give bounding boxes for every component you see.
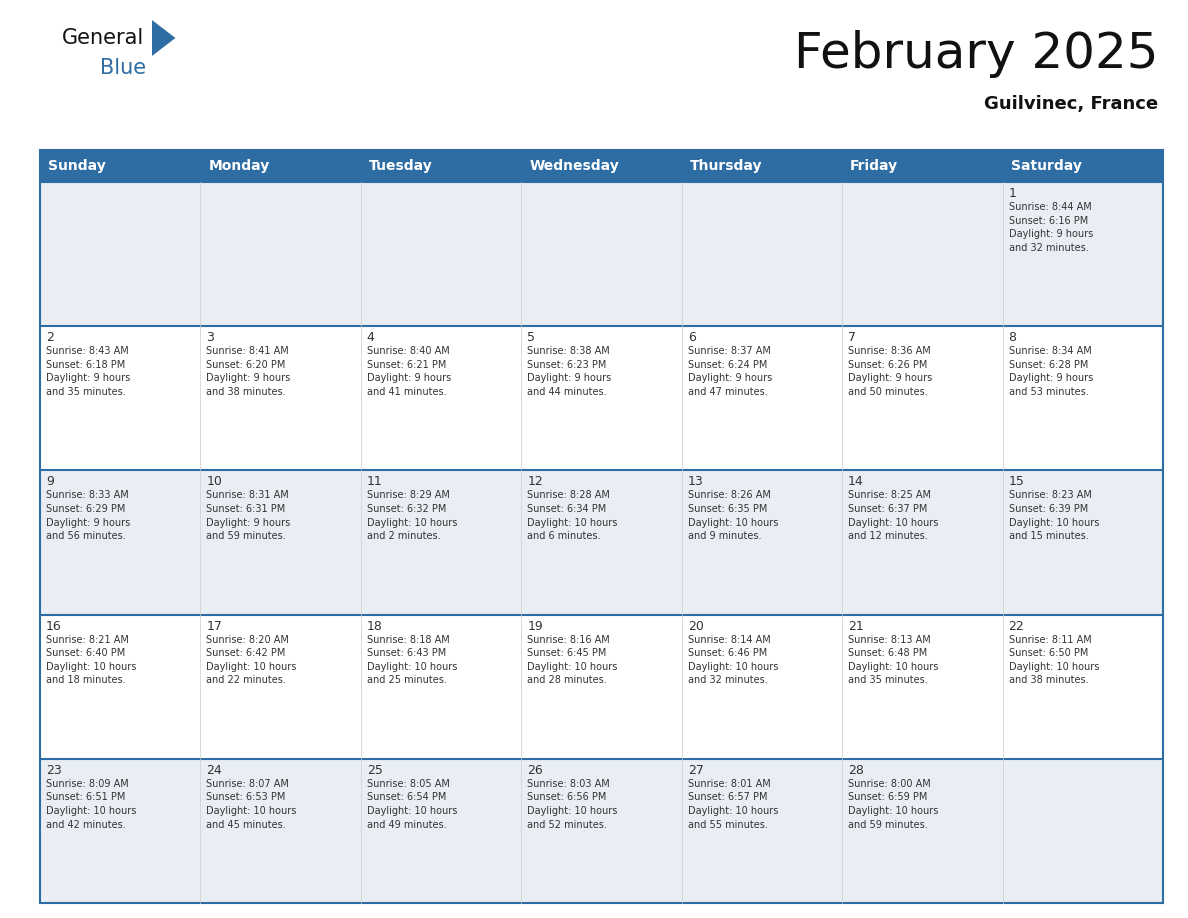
Text: 12: 12 — [527, 476, 543, 488]
Text: Sunrise: 8:29 AM
Sunset: 6:32 PM
Daylight: 10 hours
and 2 minutes.: Sunrise: 8:29 AM Sunset: 6:32 PM Dayligh… — [367, 490, 457, 542]
Text: 11: 11 — [367, 476, 383, 488]
Bar — [40, 150, 1163, 182]
Text: Sunrise: 8:01 AM
Sunset: 6:57 PM
Daylight: 10 hours
and 55 minutes.: Sunrise: 8:01 AM Sunset: 6:57 PM Dayligh… — [688, 778, 778, 830]
Text: Sunrise: 8:21 AM
Sunset: 6:40 PM
Daylight: 10 hours
and 18 minutes.: Sunrise: 8:21 AM Sunset: 6:40 PM Dayligh… — [46, 634, 137, 686]
Bar — [40, 470, 1163, 614]
Text: Sunrise: 8:03 AM
Sunset: 6:56 PM
Daylight: 10 hours
and 52 minutes.: Sunrise: 8:03 AM Sunset: 6:56 PM Dayligh… — [527, 778, 618, 830]
Text: 27: 27 — [688, 764, 703, 777]
Text: Sunrise: 8:28 AM
Sunset: 6:34 PM
Daylight: 10 hours
and 6 minutes.: Sunrise: 8:28 AM Sunset: 6:34 PM Dayligh… — [527, 490, 618, 542]
Text: 9: 9 — [46, 476, 53, 488]
Text: Sunrise: 8:13 AM
Sunset: 6:48 PM
Daylight: 10 hours
and 35 minutes.: Sunrise: 8:13 AM Sunset: 6:48 PM Dayligh… — [848, 634, 939, 686]
Text: 16: 16 — [46, 620, 62, 633]
Bar — [40, 614, 1163, 759]
Text: Sunrise: 8:00 AM
Sunset: 6:59 PM
Daylight: 10 hours
and 59 minutes.: Sunrise: 8:00 AM Sunset: 6:59 PM Dayligh… — [848, 778, 939, 830]
Text: General: General — [62, 28, 144, 48]
Text: 18: 18 — [367, 620, 383, 633]
Text: 26: 26 — [527, 764, 543, 777]
Text: Tuesday: Tuesday — [369, 159, 432, 173]
Text: Sunrise: 8:20 AM
Sunset: 6:42 PM
Daylight: 10 hours
and 22 minutes.: Sunrise: 8:20 AM Sunset: 6:42 PM Dayligh… — [207, 634, 297, 686]
Text: Sunrise: 8:33 AM
Sunset: 6:29 PM
Daylight: 9 hours
and 56 minutes.: Sunrise: 8:33 AM Sunset: 6:29 PM Dayligh… — [46, 490, 131, 542]
Text: 24: 24 — [207, 764, 222, 777]
Text: 4: 4 — [367, 331, 374, 344]
Text: Monday: Monday — [208, 159, 270, 173]
Text: Sunrise: 8:41 AM
Sunset: 6:20 PM
Daylight: 9 hours
and 38 minutes.: Sunrise: 8:41 AM Sunset: 6:20 PM Dayligh… — [207, 346, 291, 397]
Text: 7: 7 — [848, 331, 857, 344]
Text: Sunrise: 8:18 AM
Sunset: 6:43 PM
Daylight: 10 hours
and 25 minutes.: Sunrise: 8:18 AM Sunset: 6:43 PM Dayligh… — [367, 634, 457, 686]
Text: 17: 17 — [207, 620, 222, 633]
Text: Sunrise: 8:37 AM
Sunset: 6:24 PM
Daylight: 9 hours
and 47 minutes.: Sunrise: 8:37 AM Sunset: 6:24 PM Dayligh… — [688, 346, 772, 397]
Text: Sunrise: 8:36 AM
Sunset: 6:26 PM
Daylight: 9 hours
and 50 minutes.: Sunrise: 8:36 AM Sunset: 6:26 PM Dayligh… — [848, 346, 933, 397]
Text: Sunrise: 8:38 AM
Sunset: 6:23 PM
Daylight: 9 hours
and 44 minutes.: Sunrise: 8:38 AM Sunset: 6:23 PM Dayligh… — [527, 346, 612, 397]
Text: Sunrise: 8:44 AM
Sunset: 6:16 PM
Daylight: 9 hours
and 32 minutes.: Sunrise: 8:44 AM Sunset: 6:16 PM Dayligh… — [1009, 202, 1093, 252]
Text: Sunrise: 8:43 AM
Sunset: 6:18 PM
Daylight: 9 hours
and 35 minutes.: Sunrise: 8:43 AM Sunset: 6:18 PM Dayligh… — [46, 346, 131, 397]
Text: Sunrise: 8:31 AM
Sunset: 6:31 PM
Daylight: 9 hours
and 59 minutes.: Sunrise: 8:31 AM Sunset: 6:31 PM Dayligh… — [207, 490, 291, 542]
Polygon shape — [152, 20, 176, 56]
Text: Sunrise: 8:16 AM
Sunset: 6:45 PM
Daylight: 10 hours
and 28 minutes.: Sunrise: 8:16 AM Sunset: 6:45 PM Dayligh… — [527, 634, 618, 686]
Bar — [40, 182, 1163, 326]
Text: 2: 2 — [46, 331, 53, 344]
Text: 8: 8 — [1009, 331, 1017, 344]
Text: 22: 22 — [1009, 620, 1024, 633]
Text: 6: 6 — [688, 331, 696, 344]
Text: Sunrise: 8:26 AM
Sunset: 6:35 PM
Daylight: 10 hours
and 9 minutes.: Sunrise: 8:26 AM Sunset: 6:35 PM Dayligh… — [688, 490, 778, 542]
Text: 21: 21 — [848, 620, 864, 633]
Text: Sunrise: 8:09 AM
Sunset: 6:51 PM
Daylight: 10 hours
and 42 minutes.: Sunrise: 8:09 AM Sunset: 6:51 PM Dayligh… — [46, 778, 137, 830]
Text: Sunrise: 8:25 AM
Sunset: 6:37 PM
Daylight: 10 hours
and 12 minutes.: Sunrise: 8:25 AM Sunset: 6:37 PM Dayligh… — [848, 490, 939, 542]
Bar — [40, 326, 1163, 470]
Bar — [40, 759, 1163, 903]
Text: 3: 3 — [207, 331, 214, 344]
Text: Sunrise: 8:11 AM
Sunset: 6:50 PM
Daylight: 10 hours
and 38 minutes.: Sunrise: 8:11 AM Sunset: 6:50 PM Dayligh… — [1009, 634, 1099, 686]
Text: Sunday: Sunday — [48, 159, 106, 173]
Text: 23: 23 — [46, 764, 62, 777]
Text: February 2025: February 2025 — [794, 30, 1158, 78]
Text: Sunrise: 8:40 AM
Sunset: 6:21 PM
Daylight: 9 hours
and 41 minutes.: Sunrise: 8:40 AM Sunset: 6:21 PM Dayligh… — [367, 346, 451, 397]
Text: 1: 1 — [1009, 187, 1017, 200]
Text: Sunrise: 8:34 AM
Sunset: 6:28 PM
Daylight: 9 hours
and 53 minutes.: Sunrise: 8:34 AM Sunset: 6:28 PM Dayligh… — [1009, 346, 1093, 397]
Text: Saturday: Saturday — [1011, 159, 1081, 173]
Text: 19: 19 — [527, 620, 543, 633]
Text: 15: 15 — [1009, 476, 1024, 488]
Text: Thursday: Thursday — [690, 159, 763, 173]
Text: 10: 10 — [207, 476, 222, 488]
Text: 28: 28 — [848, 764, 864, 777]
Text: 25: 25 — [367, 764, 383, 777]
Text: Wednesday: Wednesday — [530, 159, 619, 173]
Text: Sunrise: 8:23 AM
Sunset: 6:39 PM
Daylight: 10 hours
and 15 minutes.: Sunrise: 8:23 AM Sunset: 6:39 PM Dayligh… — [1009, 490, 1099, 542]
Text: Guilvinec, France: Guilvinec, France — [984, 95, 1158, 113]
Text: 20: 20 — [688, 620, 703, 633]
Text: Sunrise: 8:07 AM
Sunset: 6:53 PM
Daylight: 10 hours
and 45 minutes.: Sunrise: 8:07 AM Sunset: 6:53 PM Dayligh… — [207, 778, 297, 830]
Text: 14: 14 — [848, 476, 864, 488]
Text: Friday: Friday — [851, 159, 898, 173]
Text: 5: 5 — [527, 331, 536, 344]
Text: Sunrise: 8:14 AM
Sunset: 6:46 PM
Daylight: 10 hours
and 32 minutes.: Sunrise: 8:14 AM Sunset: 6:46 PM Dayligh… — [688, 634, 778, 686]
Text: Blue: Blue — [100, 58, 146, 78]
Text: 13: 13 — [688, 476, 703, 488]
Text: Sunrise: 8:05 AM
Sunset: 6:54 PM
Daylight: 10 hours
and 49 minutes.: Sunrise: 8:05 AM Sunset: 6:54 PM Dayligh… — [367, 778, 457, 830]
